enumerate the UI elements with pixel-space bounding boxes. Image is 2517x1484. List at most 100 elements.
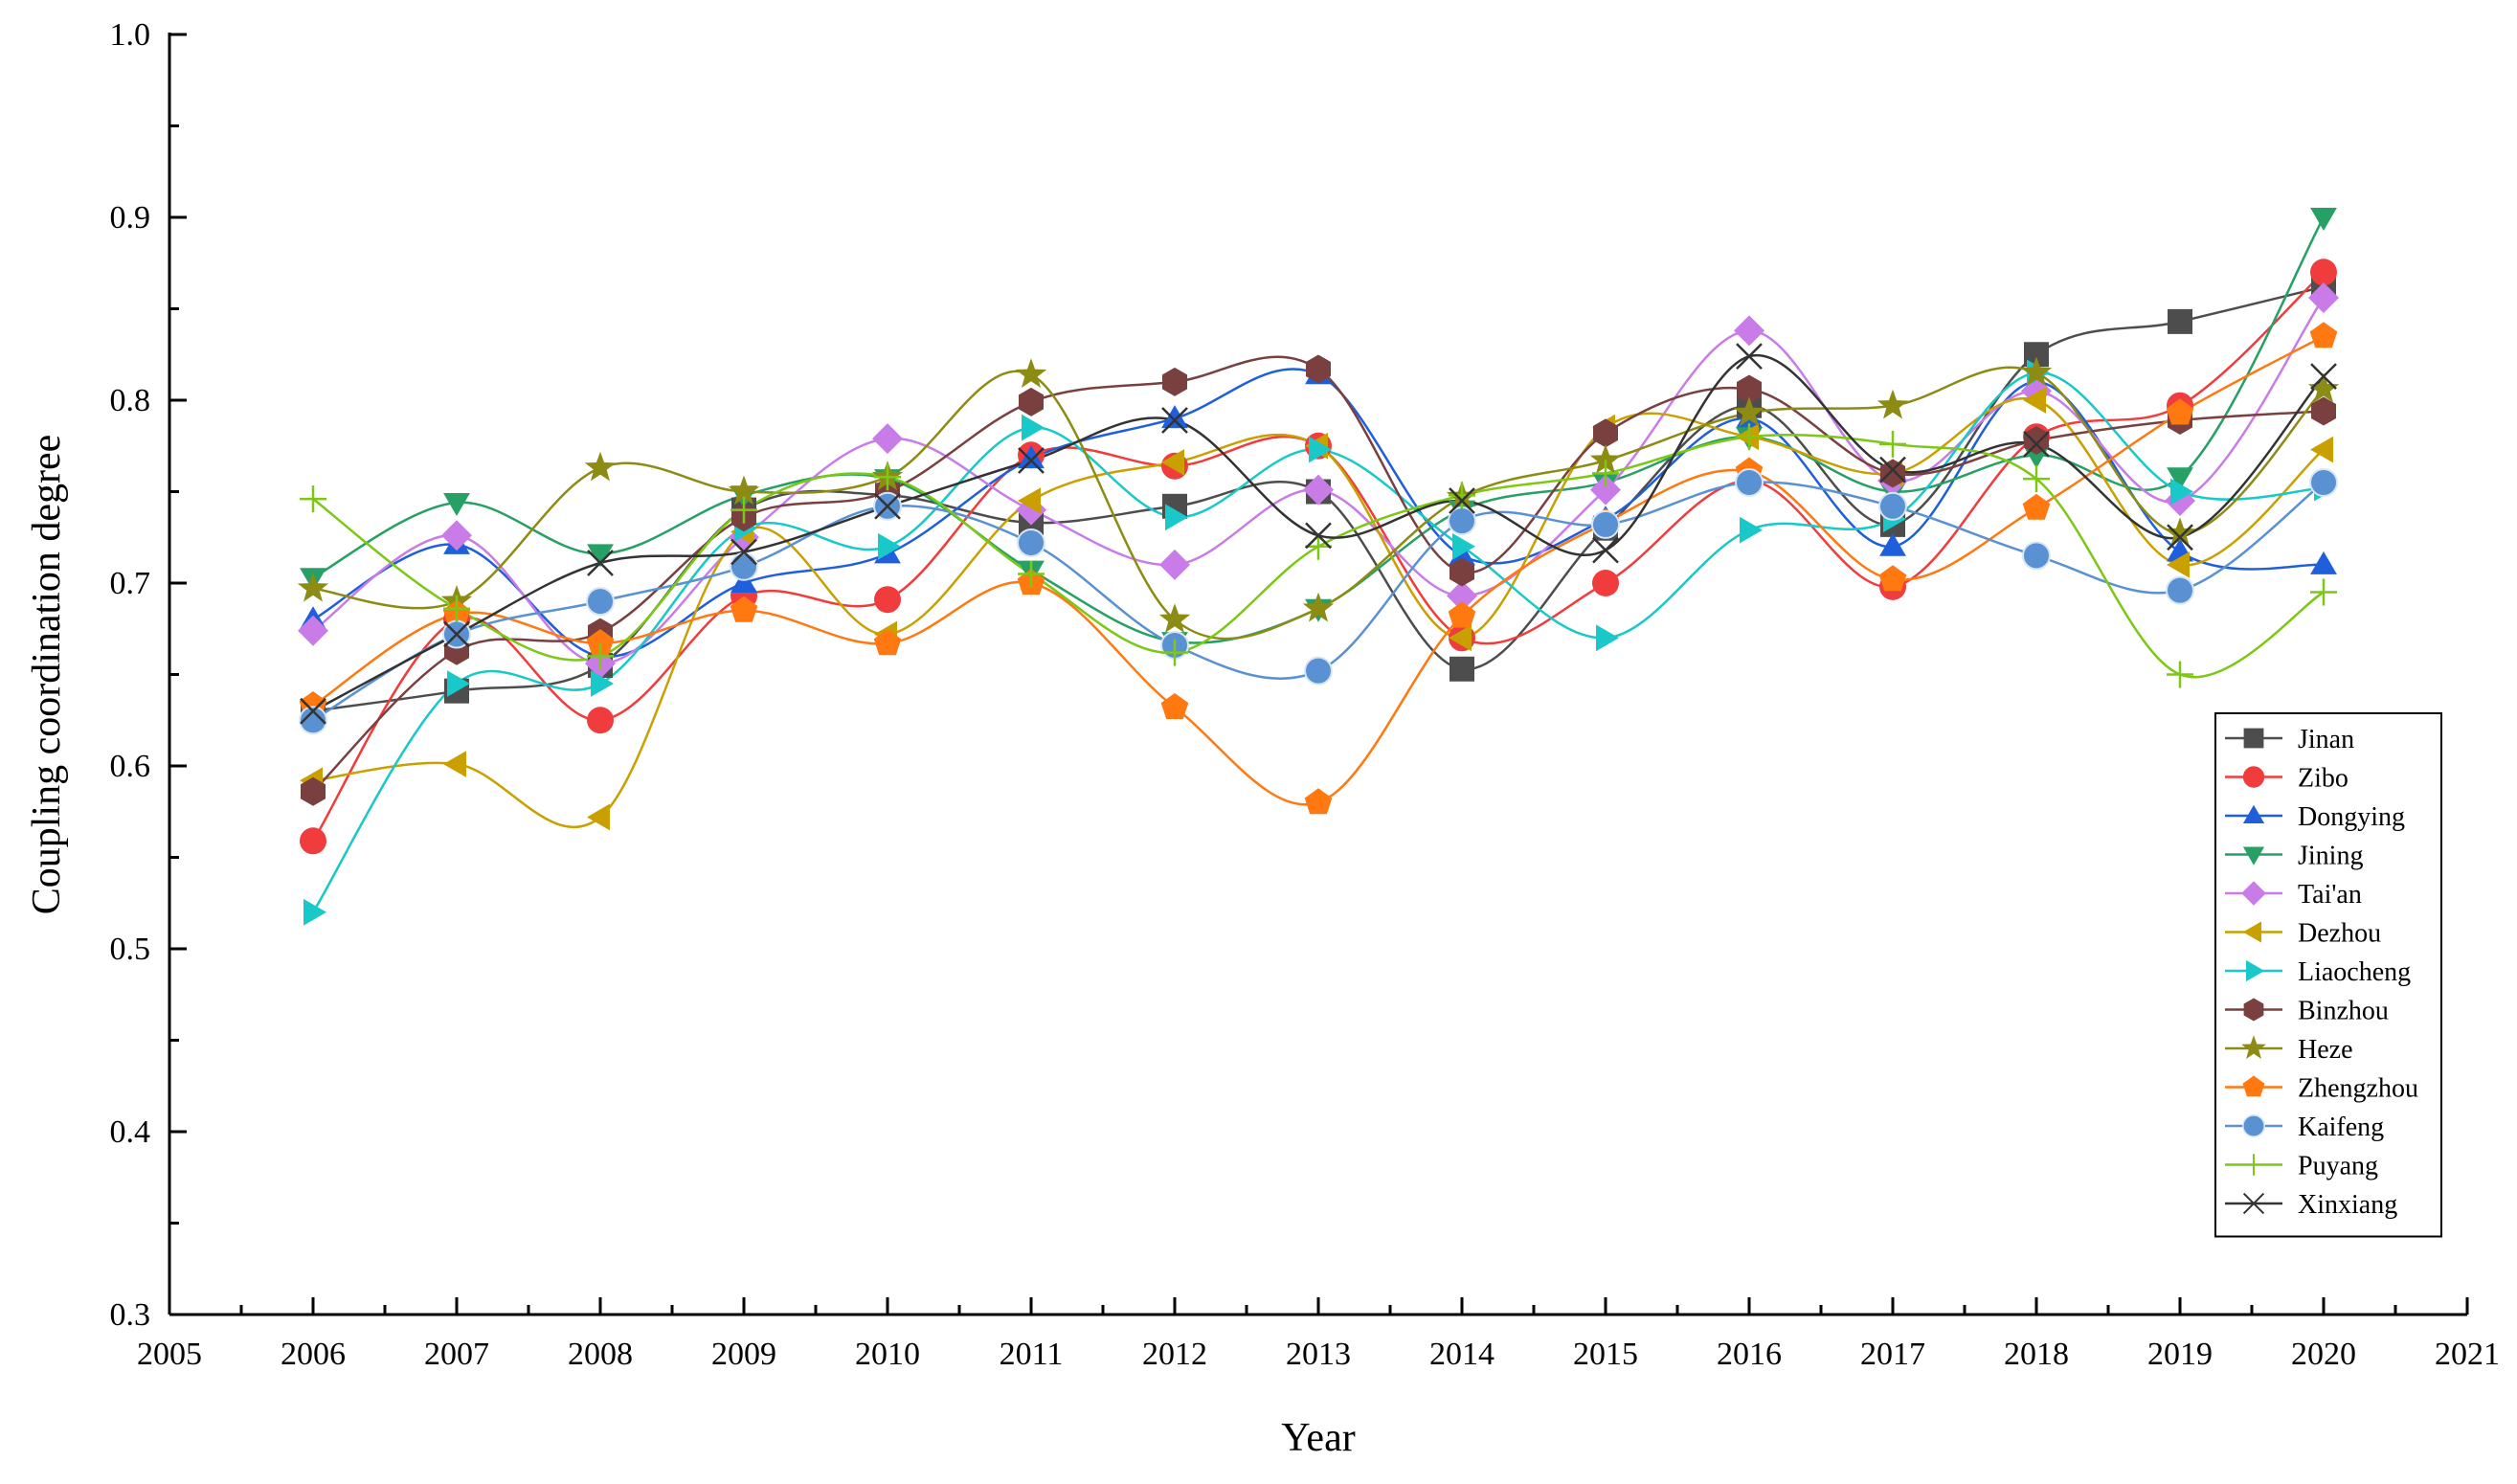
x-tick-label: 2010 — [855, 1337, 920, 1372]
data-point-xinxiang-2014 — [1449, 487, 1475, 514]
data-point-zibo-2015 — [1592, 570, 1619, 596]
data-point-kaifeng-2020 — [2309, 467, 2338, 497]
legend-marker — [2242, 766, 2265, 788]
data-point-tai-an-2010 — [872, 423, 903, 455]
data-point-liaocheng-2011 — [1022, 414, 1045, 441]
data-point-kaifeng-2008 — [586, 587, 615, 617]
x-tick-label: 2014 — [1429, 1337, 1494, 1372]
data-point-zhengzhou-2020 — [2309, 322, 2338, 349]
legend-marker — [2241, 881, 2266, 906]
data-point-dezhou-2018 — [2023, 387, 2046, 414]
data-point-liaocheng-2007 — [447, 670, 470, 697]
data-point-kaifeng-2019 — [2166, 575, 2194, 605]
x-tick-label: 2021 — [2435, 1337, 2500, 1372]
data-point-binzhou-2016 — [1737, 374, 1762, 404]
series-markers — [297, 208, 2340, 926]
legend-label: Jining — [2298, 842, 2363, 871]
data-point-xinxiang-2007 — [443, 620, 470, 648]
data-point-puyang-2020 — [2310, 578, 2337, 606]
data-point-dongying-2011 — [1018, 445, 1045, 469]
legend-label: Tai'an — [2298, 880, 2362, 910]
data-point-tai-an-2016 — [1734, 315, 1764, 347]
legend-label: Binzhou — [2298, 997, 2389, 1026]
x-axis-title: Year — [1281, 1416, 1355, 1460]
data-point-zhengzhou-2013 — [1304, 788, 1333, 815]
data-point-zibo-2010 — [874, 586, 901, 614]
y-tick-label: 0.8 — [110, 383, 151, 418]
y-tick-label: 1.0 — [110, 17, 151, 53]
data-point-liaocheng-2008 — [591, 670, 614, 697]
legend-label: Dezhou — [2298, 919, 2381, 949]
data-point-dezhou-2012 — [1161, 449, 1184, 476]
x-tick-label: 2020 — [2291, 1337, 2356, 1372]
data-point-puyang-2015 — [1592, 460, 1619, 487]
x-tick-label: 2015 — [1573, 1337, 1638, 1372]
legend-marker — [2242, 1154, 2265, 1176]
legend-label: Liaocheng — [2298, 957, 2411, 987]
data-point-heze-2017 — [1877, 389, 1909, 419]
y-tick-label: 0.5 — [110, 932, 151, 967]
x-tick-label: 2016 — [1717, 1337, 1782, 1372]
series-points-liaocheng — [303, 359, 2337, 926]
legend-marker — [2242, 1192, 2265, 1215]
data-point-zhengzhou-2009 — [730, 596, 758, 622]
data-point-jining-2007 — [443, 493, 470, 516]
series-points-heze — [297, 356, 2340, 633]
legend-label: Jinan — [2298, 725, 2354, 754]
data-point-zhengzhou-2008 — [586, 629, 615, 656]
data-point-puyang-2009 — [730, 496, 757, 524]
data-point-heze-2012 — [1158, 603, 1191, 633]
data-point-xinxiang-2015 — [1592, 536, 1619, 564]
data-point-liaocheng-2010 — [878, 532, 901, 560]
data-point-binzhou-2013 — [1306, 354, 1331, 384]
data-point-jining-2008 — [587, 544, 614, 568]
data-point-xinxiang-2006 — [300, 697, 326, 725]
legend-item-tai-an: Tai'an — [2225, 880, 2362, 910]
data-point-jining-2020 — [2310, 208, 2337, 231]
legend-item-puyang: Puyang — [2225, 1152, 2378, 1181]
data-point-xinxiang-2012 — [1161, 407, 1188, 434]
data-point-heze-2006 — [297, 572, 329, 602]
data-point-dezhou-2014 — [1449, 624, 1472, 652]
data-point-xinxiang-2013 — [1305, 522, 1332, 550]
data-point-xinxiang-2019 — [2167, 524, 2193, 551]
legend-item-kaifeng: Kaifeng — [2225, 1113, 2384, 1142]
legend-item-jinan: Jinan — [2225, 725, 2354, 754]
data-point-heze-2011 — [1015, 358, 1047, 388]
data-point-binzhou-2006 — [301, 776, 326, 806]
x-tick-label: 2013 — [1286, 1337, 1351, 1372]
legend-marker — [2242, 804, 2265, 823]
data-point-zhengzhou-2018 — [2022, 493, 2051, 520]
data-point-puyang-2007 — [443, 595, 470, 622]
data-point-xinxiang-2020 — [2310, 363, 2337, 391]
data-point-puyang-2018 — [2023, 465, 2050, 493]
y-tick-label: 0.3 — [110, 1297, 151, 1333]
data-point-dezhou-2007 — [443, 751, 466, 777]
data-point-kaifeng-2009 — [730, 551, 758, 581]
data-point-tai-an-2020 — [2308, 282, 2339, 313]
y-tick-label: 0.4 — [110, 1114, 151, 1150]
series-line-jining — [312, 216, 2326, 644]
data-point-xinxiang-2009 — [730, 538, 757, 566]
data-point-puyang-2014 — [1449, 482, 1475, 509]
data-point-puyang-2011 — [1018, 560, 1045, 588]
data-point-liaocheng-2015 — [1596, 624, 1619, 652]
x-tick-label: 2005 — [137, 1337, 202, 1372]
data-point-heze-2019 — [2164, 517, 2196, 548]
data-point-heze-2018 — [2020, 356, 2053, 387]
x-tick-label: 2006 — [281, 1337, 346, 1372]
data-point-puyang-2006 — [300, 485, 326, 513]
data-point-zibo-2006 — [300, 827, 326, 855]
data-point-puyang-2012 — [1161, 639, 1188, 666]
series-line-puyang — [312, 433, 2325, 679]
data-point-dongying-2017 — [1879, 532, 1906, 556]
x-tick-label: 2019 — [2147, 1337, 2213, 1372]
data-point-kaifeng-2018 — [2022, 541, 2051, 571]
data-point-liaocheng-2014 — [1452, 532, 1475, 560]
data-point-kaifeng-2016 — [1735, 467, 1764, 497]
y-tick-label: 0.9 — [110, 200, 151, 236]
legend-label: Zhengzhou — [2298, 1074, 2418, 1104]
data-point-dezhou-2011 — [1018, 487, 1041, 514]
series-points-binzhou — [301, 354, 2336, 806]
